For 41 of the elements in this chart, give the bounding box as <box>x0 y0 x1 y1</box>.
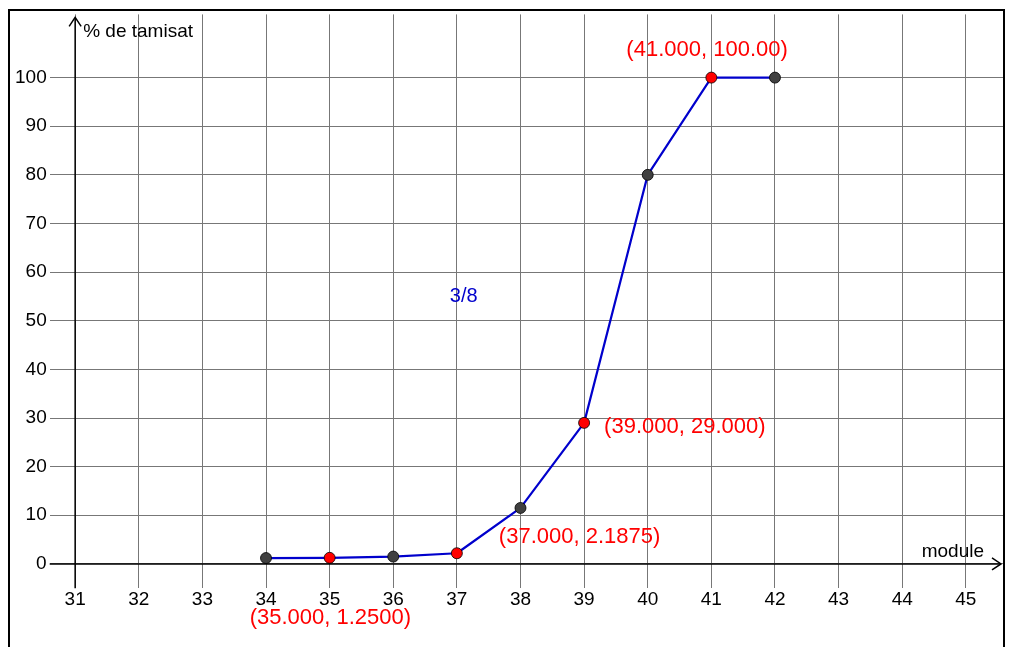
annotation: (41.000, 100.00) <box>626 35 788 61</box>
x-tick-label: 31 <box>64 587 86 609</box>
x-tick-label: 38 <box>509 587 532 609</box>
x-tick-label: 32 <box>128 587 150 609</box>
x-tick-label: 37 <box>446 587 468 609</box>
y-tick-label: 0 <box>36 552 47 574</box>
x-tick-label: 45 <box>955 587 977 609</box>
y-tick-label: 50 <box>25 308 47 330</box>
point <box>260 552 272 564</box>
point <box>323 551 336 564</box>
annotation: (39.000, 29.000) <box>604 412 766 438</box>
x-tick-label: 34 <box>255 587 278 609</box>
point <box>578 416 591 429</box>
y-tick-label: 10 <box>25 503 47 525</box>
x-tick-label: 35 <box>319 587 341 609</box>
x-tick-label: 44 <box>891 587 914 609</box>
y-axis-title: % de tamisat <box>83 20 194 42</box>
y-tick-label: 70 <box>25 211 47 233</box>
text: 3/8 <box>449 283 478 306</box>
annotation: (37.000, 2.1875) <box>498 523 661 549</box>
x-tick-label: 41 <box>700 587 722 609</box>
x-tick-label: 33 <box>191 587 213 609</box>
y-tick-label: 100 <box>15 65 47 87</box>
point <box>450 547 463 560</box>
x-axis-title: module <box>921 539 984 561</box>
y-tick-label: 30 <box>25 406 47 428</box>
x-tick-label: 39 <box>573 587 595 609</box>
point <box>387 550 400 563</box>
point <box>641 168 654 181</box>
point <box>514 502 527 514</box>
x-tick-label: 40 <box>637 587 659 609</box>
x-tick-label: 36 <box>382 587 404 609</box>
x-tick-label: 42 <box>764 587 786 609</box>
y-tick-label: 20 <box>25 454 47 476</box>
y-tick-label: 40 <box>25 357 47 379</box>
point <box>769 71 781 84</box>
x-tick-label: 43 <box>828 587 850 609</box>
y-tick-label: 90 <box>25 114 47 136</box>
y-tick-label: 80 <box>25 163 47 185</box>
y-tick-label: 60 <box>25 260 47 282</box>
point <box>705 71 718 84</box>
